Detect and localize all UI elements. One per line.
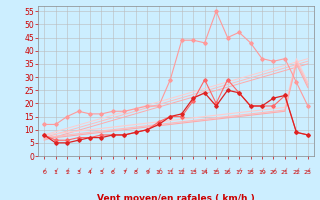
Text: ↓: ↓ [224, 168, 231, 174]
Text: ↓: ↓ [64, 168, 70, 174]
Text: ↓: ↓ [144, 168, 151, 174]
X-axis label: Vent moyen/en rafales ( km/h ): Vent moyen/en rafales ( km/h ) [97, 194, 255, 200]
Text: ↓: ↓ [190, 168, 196, 174]
Text: ↓: ↓ [87, 168, 93, 174]
Text: ↓: ↓ [52, 168, 59, 174]
Text: ↓: ↓ [259, 168, 265, 174]
Text: ↓: ↓ [293, 168, 300, 174]
Text: ↓: ↓ [270, 168, 277, 174]
Text: ↓: ↓ [167, 168, 173, 174]
Text: ↓: ↓ [213, 168, 220, 174]
Text: ↓: ↓ [41, 168, 47, 174]
Text: ↓: ↓ [156, 168, 162, 174]
Text: ↓: ↓ [236, 168, 242, 174]
Text: ↓: ↓ [305, 168, 311, 174]
Text: ↓: ↓ [75, 168, 82, 174]
Text: ↓: ↓ [179, 168, 185, 174]
Text: ↓: ↓ [282, 168, 288, 174]
Text: ↓: ↓ [121, 168, 128, 174]
Text: ↓: ↓ [201, 168, 208, 174]
Text: ↓: ↓ [132, 168, 139, 174]
Text: ↓: ↓ [247, 168, 254, 174]
Text: ↓: ↓ [110, 168, 116, 174]
Text: ↓: ↓ [98, 168, 105, 174]
